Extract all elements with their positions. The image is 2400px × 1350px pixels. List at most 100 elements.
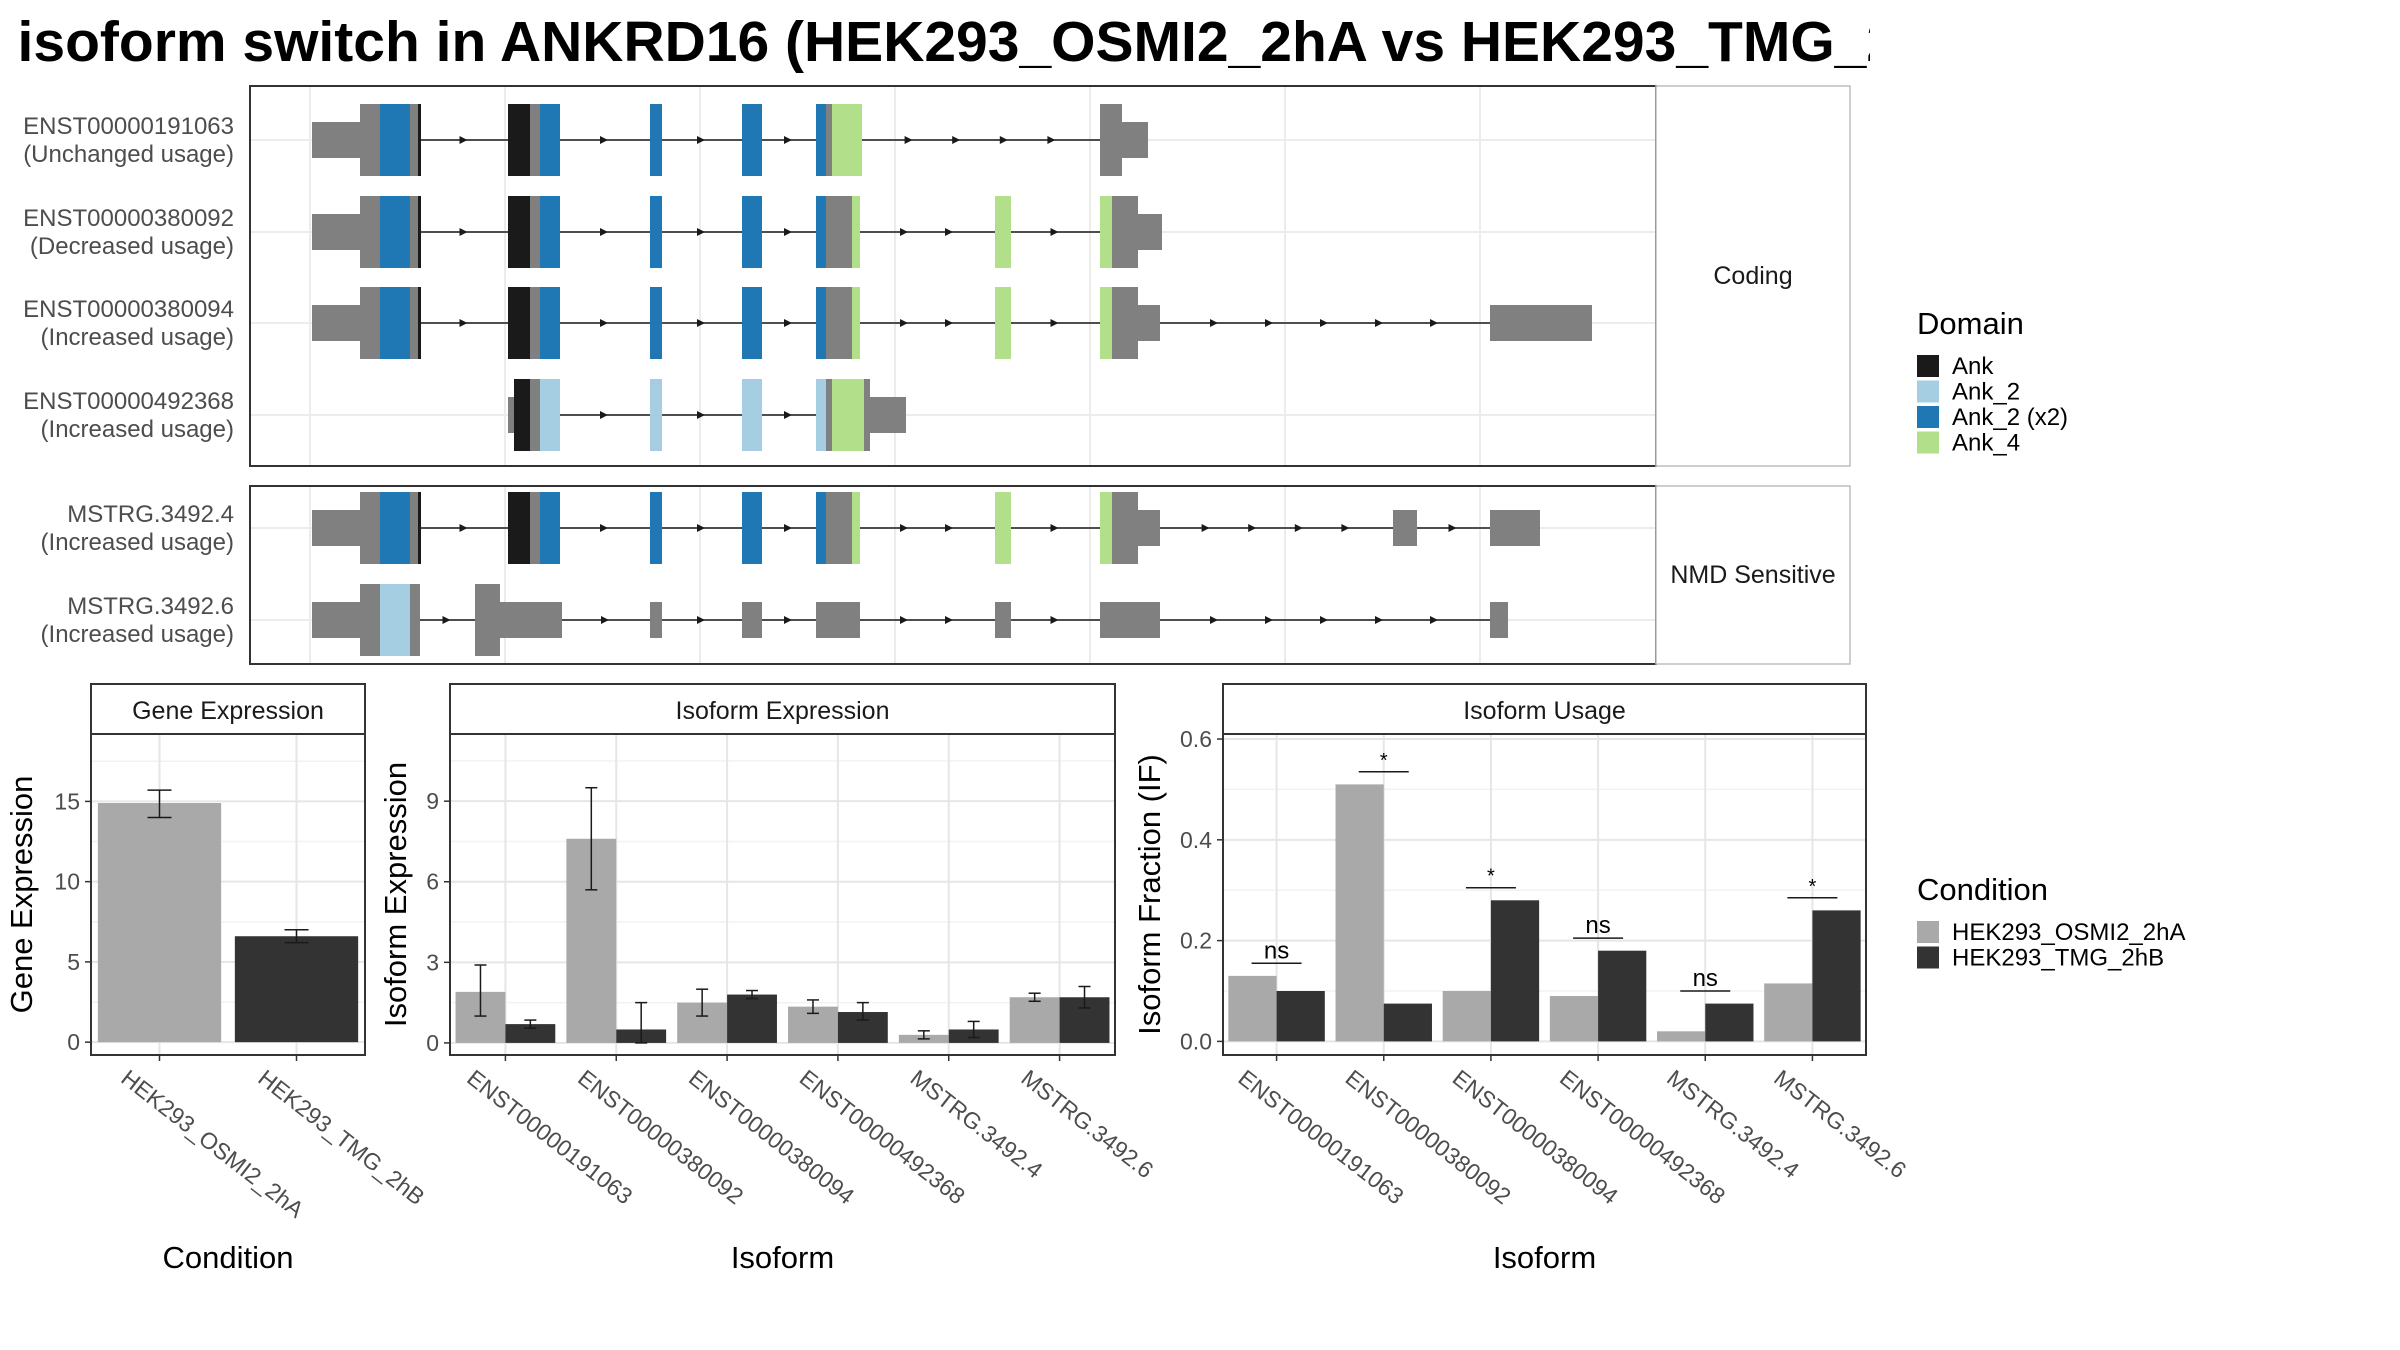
transcript-ENST00000380094 (312, 287, 1592, 359)
bar (1657, 1031, 1706, 1042)
intron-arrow (784, 319, 792, 327)
bar (1383, 1003, 1432, 1042)
exon (418, 287, 421, 359)
bar (1276, 991, 1325, 1042)
exon (1100, 602, 1160, 638)
transcript-label: MSTRG.3492.4 (67, 501, 234, 528)
exon (360, 584, 380, 656)
plot-background (1223, 734, 1866, 1055)
exon (1112, 287, 1138, 359)
exon (995, 287, 1011, 359)
intron-arrow (1047, 136, 1056, 144)
intron-arrow (697, 616, 705, 624)
y-axis-title: Isoform Expression (378, 762, 413, 1027)
exon (380, 196, 410, 268)
error-bar (1028, 992, 1041, 1003)
exon (418, 196, 421, 268)
x-axis-title: Isoform (1493, 1240, 1596, 1275)
exon (1490, 305, 1592, 341)
transcript-label: ENST00000380094 (23, 296, 234, 323)
intron-arrow (945, 228, 953, 236)
exon (1138, 510, 1160, 546)
intron-arrow (442, 616, 451, 624)
error-bar (746, 989, 759, 1000)
strip-label-coding: Coding (1713, 262, 1792, 290)
exon (360, 104, 380, 176)
intron-arrow (1294, 524, 1303, 532)
plot-background (450, 734, 1115, 1055)
intron-arrow (1201, 524, 1210, 532)
exon (650, 104, 662, 176)
y-tick-label: 15 (54, 788, 80, 814)
exon (852, 196, 860, 268)
intron-arrow (697, 228, 705, 236)
exon (826, 196, 852, 268)
exon (360, 287, 380, 359)
transcript-ENST00000380092 (312, 196, 1162, 268)
transcript-label: MSTRG.3492.6 (67, 593, 234, 620)
exon (410, 196, 418, 268)
bar (505, 1024, 556, 1043)
intron-arrow (952, 136, 961, 144)
significance-label: * (1380, 750, 1388, 772)
exon (514, 379, 530, 451)
intron-arrow (697, 319, 705, 327)
exon (852, 287, 860, 359)
strip-nmd (1655, 485, 1851, 665)
transcript-label: ENST00000380092 (23, 205, 234, 232)
isoform-usage-panel: Isoform Usagens**nsns*0.00.20.40.6ENST00… (1132, 683, 1911, 1275)
intron-arrow (601, 616, 609, 624)
exon (742, 492, 762, 564)
intron-arrow (784, 616, 792, 624)
exon (650, 379, 662, 451)
intron-arrow (1050, 524, 1059, 532)
error-bar (524, 1019, 537, 1029)
intron-arrow (784, 228, 792, 236)
intron-arrow (784, 524, 792, 532)
exon (1138, 214, 1162, 250)
y-tick-label: 0 (67, 1029, 80, 1055)
exon (826, 104, 832, 176)
bar (1490, 900, 1540, 1042)
exon (650, 602, 662, 638)
exon (816, 104, 826, 176)
y-tick-label: 0 (426, 1030, 439, 1056)
exon (410, 287, 418, 359)
error-bar (806, 999, 819, 1015)
exon (832, 104, 862, 176)
intron-arrow (1050, 228, 1059, 236)
strip-coding (1655, 85, 1851, 467)
bar (1549, 996, 1599, 1042)
condition-legend-title: Condition (1917, 872, 2048, 907)
y-tick-label: 0.6 (1180, 726, 1212, 752)
y-tick-label: 3 (426, 949, 439, 975)
exon (742, 287, 762, 359)
transcript-usage-label: (Increased usage) (41, 324, 234, 351)
exon (832, 379, 864, 451)
transcript-MSTRG.3492.4 (312, 492, 1540, 564)
exon (650, 492, 662, 564)
y-tick-label: 9 (426, 788, 439, 814)
exon (1490, 602, 1508, 638)
bar (97, 803, 222, 1043)
intron-arrow (459, 319, 468, 327)
exon (530, 196, 540, 268)
y-axis-title: Gene Expression (4, 776, 39, 1014)
error-bar (856, 1001, 869, 1021)
intron-arrow (1341, 524, 1350, 532)
error-bar (474, 964, 487, 1017)
error-bar (585, 786, 598, 891)
exon (360, 196, 380, 268)
exon (380, 492, 410, 564)
panel-title: Gene Expression (132, 697, 324, 725)
exon (508, 492, 530, 564)
exon (1122, 122, 1148, 158)
y-tick-label: 5 (67, 949, 80, 975)
exon (530, 287, 540, 359)
structure-panel-nmd: NMD Sensitive MSTRG.3492.4(Increased usa… (41, 485, 1851, 665)
bar (1764, 983, 1813, 1042)
exon (826, 492, 852, 564)
error-bar (967, 1020, 980, 1039)
exon (508, 104, 530, 176)
intron-arrow (945, 319, 953, 327)
